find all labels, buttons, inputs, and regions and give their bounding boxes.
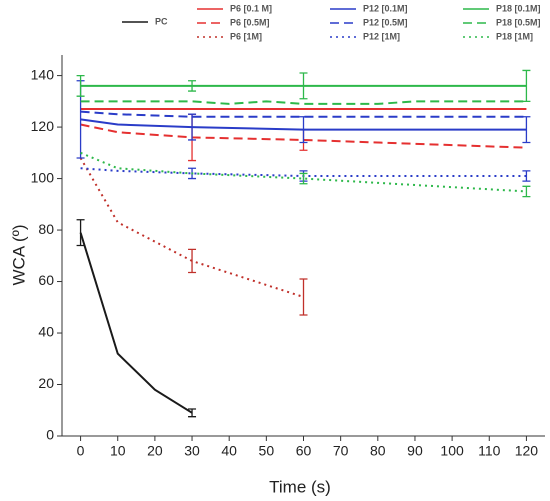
y-tick-label: 0 (46, 427, 54, 443)
error-bar (522, 170, 531, 182)
legend-label: P18 [0.5M] (496, 17, 541, 27)
error-bar (188, 80, 197, 92)
x-tick-label: 20 (147, 443, 163, 459)
series-line (79, 157, 304, 298)
y-tick-label: 20 (38, 375, 54, 391)
x-tick-label: 10 (110, 443, 126, 459)
error-bar (299, 278, 308, 316)
error-bar (522, 116, 531, 144)
x-tick-label: 70 (333, 443, 349, 459)
x-tick-label: 30 (184, 443, 200, 459)
x-tick-label: 90 (407, 443, 423, 459)
series-line (80, 151, 527, 193)
legend-label: P18 [0.1M] (496, 3, 541, 13)
x-tick-label: 120 (515, 443, 539, 459)
y-tick-label: 140 (31, 66, 55, 82)
y-tick-label: 100 (31, 169, 55, 185)
series-line (80, 167, 527, 177)
x-tick-label: 50 (259, 443, 275, 459)
error-bar (299, 172, 308, 185)
legend-label: P6 [1M] (230, 31, 262, 41)
legend-label: P12 [0.5M] (363, 17, 408, 27)
series-line (79, 232, 193, 414)
series-line (80, 100, 527, 105)
y-tick-label: 40 (38, 324, 54, 340)
legend-label: P12 [1M] (363, 31, 400, 41)
x-tick-label: 100 (440, 443, 464, 459)
y-tick-label: 60 (38, 272, 54, 288)
x-tick-label: 60 (296, 443, 312, 459)
x-axis-title: Time (s) (269, 477, 331, 496)
y-tick-label: 80 (38, 221, 54, 237)
legend-label: P12 [0.1M] (363, 3, 408, 13)
series-line (80, 110, 527, 118)
error-bar (188, 113, 197, 141)
legend-label: PC (155, 16, 168, 26)
error-bar (522, 69, 531, 102)
error-bar (76, 74, 85, 97)
x-tick-label: 0 (77, 443, 85, 459)
legend-label: P18 [1M] (496, 31, 533, 41)
error-bar (188, 408, 197, 418)
error-bar (299, 72, 308, 100)
x-tick-label: 80 (370, 443, 386, 459)
legend-label: P6 [0.5M] (230, 17, 270, 27)
x-tick-label: 110 (478, 443, 501, 459)
x-tick-label: 40 (221, 443, 237, 459)
y-tick-label: 120 (31, 118, 55, 134)
error-bar (76, 219, 85, 247)
error-bar (188, 248, 197, 274)
legend-label: P6 [0.1 M] (230, 3, 272, 13)
y-axis-title: WCA (º) (9, 225, 28, 286)
error-bar (522, 185, 531, 198)
